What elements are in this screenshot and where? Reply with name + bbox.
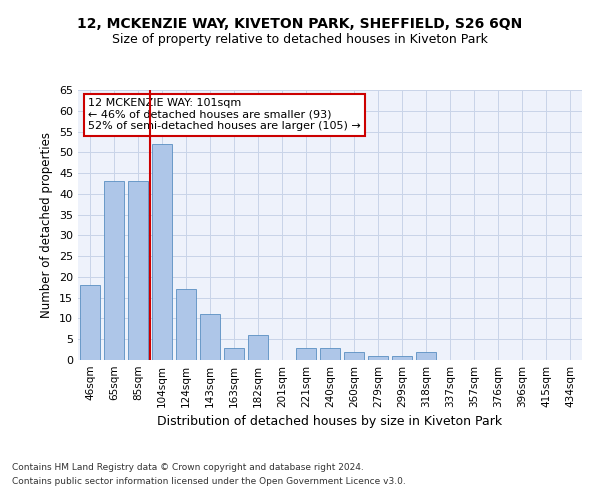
Bar: [296, 348, 316, 360]
Bar: [176, 290, 196, 360]
Bar: [80, 285, 100, 360]
Text: Contains public sector information licensed under the Open Government Licence v3: Contains public sector information licen…: [12, 477, 406, 486]
X-axis label: Distribution of detached houses by size in Kiveton Park: Distribution of detached houses by size …: [157, 416, 503, 428]
Bar: [320, 348, 340, 360]
Bar: [344, 352, 364, 360]
Text: Size of property relative to detached houses in Kiveton Park: Size of property relative to detached ho…: [112, 32, 488, 46]
Bar: [152, 144, 172, 360]
Bar: [368, 356, 388, 360]
Bar: [392, 356, 412, 360]
Bar: [248, 335, 268, 360]
Bar: [128, 182, 148, 360]
Text: 12 MCKENZIE WAY: 101sqm
← 46% of detached houses are smaller (93)
52% of semi-de: 12 MCKENZIE WAY: 101sqm ← 46% of detache…: [88, 98, 361, 132]
Text: Contains HM Land Registry data © Crown copyright and database right 2024.: Contains HM Land Registry data © Crown c…: [12, 464, 364, 472]
Bar: [200, 314, 220, 360]
Text: 12, MCKENZIE WAY, KIVETON PARK, SHEFFIELD, S26 6QN: 12, MCKENZIE WAY, KIVETON PARK, SHEFFIEL…: [77, 18, 523, 32]
Bar: [224, 348, 244, 360]
Bar: [104, 182, 124, 360]
Bar: [416, 352, 436, 360]
Y-axis label: Number of detached properties: Number of detached properties: [40, 132, 53, 318]
